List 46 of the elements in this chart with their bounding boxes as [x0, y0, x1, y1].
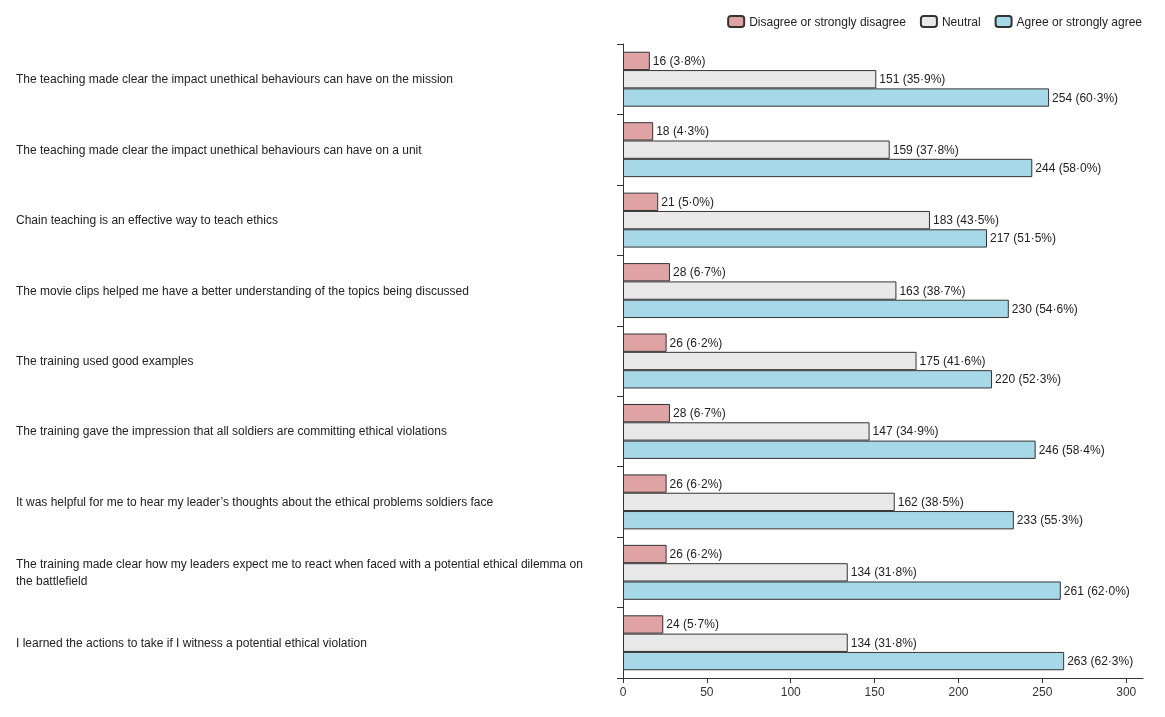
data-label: 230 (54·6%) [1011, 301, 1078, 316]
data-label: 263 (62·3%) [1067, 654, 1134, 669]
data-label: 28 (6·7%) [672, 265, 726, 280]
x-tick-label: 100 [780, 685, 802, 699]
x-tick-label: 150 [864, 685, 885, 699]
data-label: 147 (34·9%) [872, 424, 939, 439]
y-tick-label: The training gave the impression that all soldiers are committing ethical violations [16, 424, 447, 439]
data-label: 183 (43·5%) [932, 213, 1000, 228]
x-tick-label: 200 [948, 685, 969, 699]
data-label: 26 (6·2%) [669, 335, 723, 350]
data-label: 217 (51·5%) [990, 231, 1057, 246]
data-label: 134 (31·8%) [850, 565, 917, 580]
x-tick-label: 300 [1116, 685, 1137, 699]
y-tick-label: The teaching made clear the impact unethical behaviours can have on the mission [16, 72, 453, 87]
data-label: 244 (58·0%) [1035, 160, 1102, 175]
data-label: 151 (35·9%) [879, 72, 946, 87]
x-tick-label: 50 [700, 685, 714, 699]
y-tick-label: The training used good examples [16, 354, 194, 368]
data-label: 26 (6·2%) [669, 476, 723, 491]
legend-label: Disagree or strongly disagree [749, 14, 907, 29]
data-label: 233 (55·3%) [1016, 513, 1083, 528]
data-label: 159 (37·8%) [892, 142, 959, 157]
y-tick-label: It was helpful for me to hear my leader’s thoughts about the ethical problems soldiers face [16, 494, 494, 509]
data-label: 16 (3·8%) [652, 53, 706, 68]
data-label: 134 (31·8%) [850, 635, 917, 650]
data-label: 254 (60·3%) [1052, 90, 1119, 105]
x-tick-label: 250 [1032, 685, 1053, 699]
legend-label: Neutral [941, 14, 981, 29]
data-label: 175 (41·6%) [919, 354, 986, 368]
y-tick-label: I learned the actions to take if I witness a potential ethical violation [16, 635, 367, 650]
y-tick-label: The teaching made clear the impact unethical behaviours can have on a unit [16, 142, 423, 157]
data-label: 163 (38·7%) [899, 283, 966, 298]
x-tick-label: 0 [619, 685, 627, 699]
data-label: 28 (6·7%) [672, 406, 726, 421]
y-tick-label: Chain teaching is an effective way to teach ethics [16, 213, 278, 228]
y-tick-label: The training made clear how my leaders expect me to react when faced with a potential ethical dilemma on the battlefield [16, 556, 587, 588]
legend-label: Agree or strongly agree [1016, 14, 1143, 29]
data-label: 162 (38·5%) [897, 494, 964, 509]
data-label: 26 (6·2%) [669, 547, 723, 562]
data-label: 21 (5·0%) [661, 194, 714, 209]
data-label: 18 (4·3%) [656, 124, 709, 139]
y-tick-label: The movie clips helped me have a better understanding of the topics being discussed [16, 283, 469, 298]
data-label: 246 (58·4%) [1038, 442, 1105, 457]
data-label: 261 (62·0%) [1063, 583, 1130, 598]
data-label: 24 (5·7%) [666, 617, 719, 632]
data-label: 220 (52·3%) [995, 372, 1062, 387]
